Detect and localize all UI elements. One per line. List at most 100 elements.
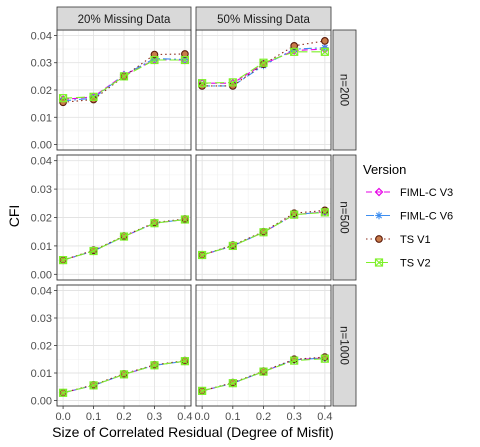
panel-20-missing-data-n-500 — [56, 154, 192, 281]
y-tick-label: 0.00 — [31, 140, 52, 152]
data-point — [180, 357, 190, 366]
legend-item-fiml-c-v3: FIML-C V3 — [366, 187, 453, 199]
y-axis-title: CFI — [6, 205, 22, 228]
data-point — [58, 94, 68, 103]
legend-label: TS V1 — [400, 234, 431, 246]
series-ts-v2 — [58, 357, 190, 397]
data-point — [150, 55, 159, 65]
data-point — [198, 79, 207, 88]
legend-label: FIML-C V3 — [400, 187, 453, 199]
data-point — [198, 386, 207, 395]
panel-50-missing-data-n-500 — [195, 154, 332, 281]
row-strip — [332, 284, 357, 407]
row-strip-label: n=200 — [338, 74, 350, 106]
row-strip-label: n=1000 — [338, 326, 350, 365]
data-point — [150, 219, 159, 228]
data-point — [119, 72, 129, 81]
legend-label: FIML-C V6 — [400, 211, 453, 223]
data-point — [89, 381, 98, 390]
series-line — [62, 360, 185, 394]
column-strip — [195, 6, 332, 31]
data-point — [259, 367, 268, 376]
legend-key-marker — [374, 187, 384, 197]
column-strip-label: 50% Missing Data — [217, 14, 310, 26]
row-strip-label: n=500 — [338, 201, 350, 233]
data-point — [290, 47, 299, 56]
legend-item-ts-v1: TS V1 — [366, 234, 431, 246]
data-point — [321, 37, 329, 45]
series-line — [201, 358, 325, 392]
data-point — [119, 370, 129, 379]
x-tick-label: 0.3 — [287, 411, 302, 423]
x-tick-label: 0.0 — [194, 411, 209, 423]
x-tick-label: 0.1 — [225, 411, 240, 423]
x-tick-label: 0.0 — [55, 411, 70, 423]
data-point — [58, 256, 68, 265]
data-point — [228, 379, 237, 388]
x-tick-label: 0.2 — [256, 411, 271, 423]
y-tick-label: 0.04 — [31, 156, 52, 168]
y-tick-label: 0.00 — [31, 396, 52, 408]
data-point — [320, 47, 329, 56]
x-tick-label: 0.1 — [86, 411, 101, 423]
data-point — [180, 55, 190, 65]
data-point — [198, 250, 207, 260]
panel-border — [195, 154, 332, 281]
y-tick-label: 0.01 — [31, 368, 52, 380]
row-strip — [332, 154, 357, 281]
data-point — [320, 208, 329, 217]
axes-layer: 0.00 0.01 0.02 0.03 0.04 0.00 0.01 0.02 0.03 0.04… — [31, 30, 333, 423]
column-strip — [56, 6, 192, 31]
y-tick-label: 0.02 — [31, 341, 52, 353]
data-point — [228, 241, 237, 251]
panel-20-missing-data-n-1000 — [56, 284, 192, 407]
panels-layer — [56, 29, 332, 407]
y-tick-label: 0.03 — [31, 184, 52, 196]
series-ts-v2 — [58, 215, 190, 265]
column-strip-label: 20% Missing Data — [78, 14, 171, 26]
panel-50-missing-data-n-200 — [195, 29, 332, 151]
data-point — [228, 78, 237, 87]
data-point — [58, 388, 68, 397]
y-tick-label: 0.01 — [31, 241, 52, 253]
data-point — [259, 58, 268, 67]
legend: Version FIML-C V3 FIML-C V6 TS V1 TS V2 — [363, 162, 453, 270]
y-tick-label: 0.04 — [31, 30, 52, 42]
y-tick-label: 0.03 — [31, 313, 52, 325]
series-ts-v2 — [198, 208, 329, 260]
data-point — [180, 215, 190, 224]
y-tick-label: 0.00 — [31, 269, 52, 281]
strips-layer: 20% Missing Data 50% Missing Data n=200 n=5… — [56, 6, 357, 407]
x-tick-label: 0.3 — [147, 411, 162, 423]
x-tick-label: 0.4 — [177, 411, 192, 423]
data-point — [181, 50, 189, 58]
legend-label: TS V2 — [400, 258, 431, 270]
data-point — [119, 232, 129, 241]
data-point — [89, 92, 98, 101]
y-tick-label: 0.04 — [31, 286, 52, 298]
y-tick-label: 0.01 — [31, 112, 52, 124]
row-strip — [332, 29, 357, 151]
legend-key-marker — [374, 258, 384, 267]
y-tick-label: 0.02 — [31, 85, 52, 97]
x-tick-label: 0.2 — [116, 411, 131, 423]
legend-title: Version — [363, 162, 406, 177]
data-point — [290, 41, 299, 50]
legend-key-marker — [375, 235, 383, 243]
panel-20-missing-data-n-200 — [56, 29, 192, 151]
series-line — [62, 218, 185, 261]
x-axis-title: Size of Correlated Residual (Degree of M… — [52, 424, 334, 440]
data-point — [320, 354, 329, 363]
y-tick-label: 0.03 — [31, 58, 52, 70]
data-point — [259, 228, 268, 237]
legend-item-fiml-c-v6: FIML-C V6 — [366, 211, 453, 223]
y-tick-label: 0.02 — [31, 213, 52, 225]
legend-key-marker — [375, 211, 383, 220]
panel-50-missing-data-n-1000 — [195, 284, 332, 407]
series-ts-v2 — [58, 55, 190, 103]
series-ts-v2 — [198, 354, 329, 395]
data-point — [290, 356, 299, 365]
data-point — [290, 210, 299, 219]
data-point — [89, 246, 98, 256]
